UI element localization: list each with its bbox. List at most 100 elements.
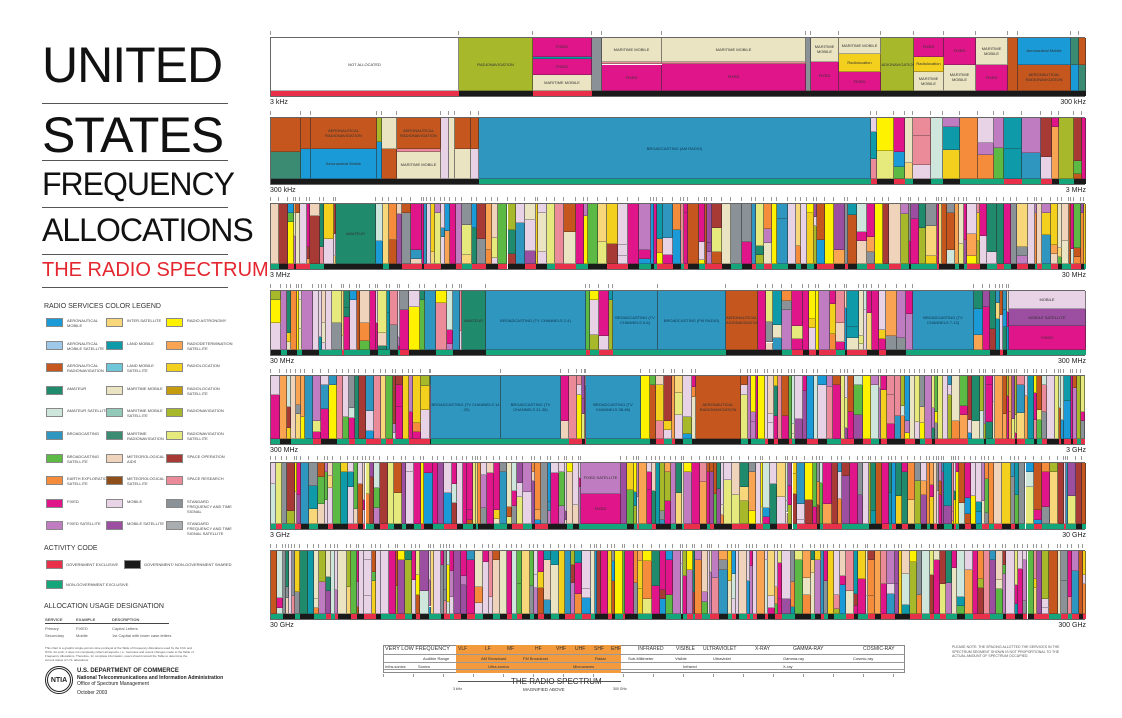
frequency-tick bbox=[485, 284, 486, 288]
band-label: UHF bbox=[575, 646, 586, 652]
service-radio-astronomy bbox=[301, 416, 306, 439]
activity-strip bbox=[377, 179, 382, 184]
service-radiolocation bbox=[420, 385, 430, 411]
service-radio-astronomy bbox=[409, 307, 420, 350]
service-mobile bbox=[844, 376, 849, 399]
frequency-tick bbox=[976, 544, 978, 548]
activity-strip bbox=[660, 524, 666, 529]
service-broadcasting bbox=[1071, 571, 1079, 614]
allocation-block bbox=[670, 463, 676, 524]
frequency-tick bbox=[694, 544, 696, 548]
service-fixed bbox=[396, 406, 403, 439]
service-radiolocation bbox=[807, 213, 814, 264]
use-label: Microwaves bbox=[573, 663, 595, 669]
scale-tick bbox=[713, 674, 714, 677]
frequency-tick bbox=[1036, 197, 1038, 201]
row-end-frequency: 300 GHz bbox=[1058, 622, 1086, 629]
frequency-tick bbox=[880, 369, 882, 373]
service-mobile bbox=[947, 385, 953, 395]
service-mobile-sat bbox=[297, 495, 302, 524]
allocation-block bbox=[983, 291, 990, 350]
service-met-aids bbox=[341, 336, 344, 350]
allocation-block: MARITIME MOBILE FIXED bbox=[976, 38, 1008, 91]
service-amateur bbox=[1003, 327, 1007, 350]
allocation-block bbox=[295, 463, 298, 524]
service-amateur bbox=[320, 204, 325, 247]
frequency-tick bbox=[368, 284, 370, 288]
allocation-block bbox=[429, 376, 431, 439]
frequency-tick bbox=[270, 197, 271, 201]
allocation-block bbox=[862, 463, 869, 524]
activity-strip bbox=[681, 264, 685, 269]
service-inter-sat bbox=[925, 226, 937, 256]
service-mobile bbox=[358, 463, 363, 485]
service-std-freq bbox=[296, 404, 302, 415]
frequency-tick bbox=[1033, 197, 1035, 201]
activity-strip bbox=[803, 614, 811, 619]
service-radionav bbox=[507, 204, 516, 230]
frequency-tick bbox=[935, 456, 937, 460]
spectrum-start: 3 kHz bbox=[453, 687, 462, 691]
service-fixed bbox=[1081, 118, 1086, 179]
allocation-block bbox=[741, 204, 753, 264]
allocation-block bbox=[287, 376, 291, 439]
service-radionav bbox=[1007, 376, 1010, 397]
frequency-tick bbox=[692, 544, 694, 548]
service-aero-mobile bbox=[807, 376, 815, 439]
frequency-tick bbox=[591, 31, 592, 35]
frequency-tick bbox=[781, 369, 783, 373]
allocation-block bbox=[1042, 376, 1047, 439]
allocation-block bbox=[1025, 376, 1029, 439]
activity-strip bbox=[343, 350, 350, 355]
service-mobile bbox=[788, 204, 796, 264]
service-fixed-sat bbox=[993, 118, 1005, 148]
allocation-block bbox=[381, 551, 390, 614]
frequency-tick bbox=[903, 369, 905, 373]
service-std-freq bbox=[660, 510, 666, 520]
activity-strip bbox=[857, 614, 866, 619]
activity-strip bbox=[756, 264, 765, 269]
row-end-frequency: 30 MHz bbox=[1061, 272, 1086, 279]
activity-strip bbox=[1060, 614, 1068, 619]
activity-strip bbox=[600, 614, 608, 619]
frequency-tick bbox=[581, 544, 583, 548]
frequency-tick bbox=[751, 197, 753, 201]
activity-strip bbox=[308, 524, 318, 529]
service-label: Radiolocation bbox=[847, 60, 872, 66]
service-fixed bbox=[803, 291, 810, 350]
frequency-tick bbox=[412, 456, 414, 460]
service-radio-astronomy bbox=[643, 551, 652, 561]
service-maritime-mobile bbox=[952, 376, 961, 422]
frequency-tick bbox=[568, 369, 570, 373]
allocation-block bbox=[1068, 463, 1077, 524]
service-radiolocation bbox=[402, 376, 409, 439]
frequency-tick bbox=[757, 284, 758, 288]
activity-strip bbox=[329, 439, 338, 444]
service-radiodet-sat bbox=[886, 291, 897, 336]
frequency-tick bbox=[946, 197, 948, 201]
activity-strip bbox=[881, 439, 887, 444]
legend-label: METEOROLOGICAL AIDS bbox=[127, 453, 165, 464]
legend-swatch-land-mobile bbox=[106, 340, 123, 350]
frequency-tick bbox=[423, 456, 425, 460]
activity-strip bbox=[1062, 264, 1070, 269]
service-radionav bbox=[919, 228, 926, 264]
activity-strip bbox=[788, 264, 796, 269]
allocation-block bbox=[904, 118, 913, 179]
frequency-tick bbox=[498, 544, 500, 548]
service-label: FIXED bbox=[953, 48, 966, 54]
frequency-tick bbox=[442, 544, 444, 548]
frequency-tick bbox=[557, 544, 559, 548]
activity-strip bbox=[424, 264, 427, 269]
service-fixed bbox=[449, 204, 456, 264]
frequency-tick bbox=[432, 456, 433, 460]
activity-strip bbox=[297, 350, 300, 355]
service-amateur-sat bbox=[1071, 248, 1074, 264]
service-broadcasting-sat bbox=[893, 166, 905, 179]
service-std-freq bbox=[512, 506, 518, 524]
service-broadcasting bbox=[947, 376, 953, 386]
activity-strip bbox=[376, 264, 383, 269]
service-fixed: FIXED bbox=[581, 493, 621, 524]
allocation-block bbox=[281, 291, 288, 350]
allocation-block bbox=[666, 551, 674, 614]
